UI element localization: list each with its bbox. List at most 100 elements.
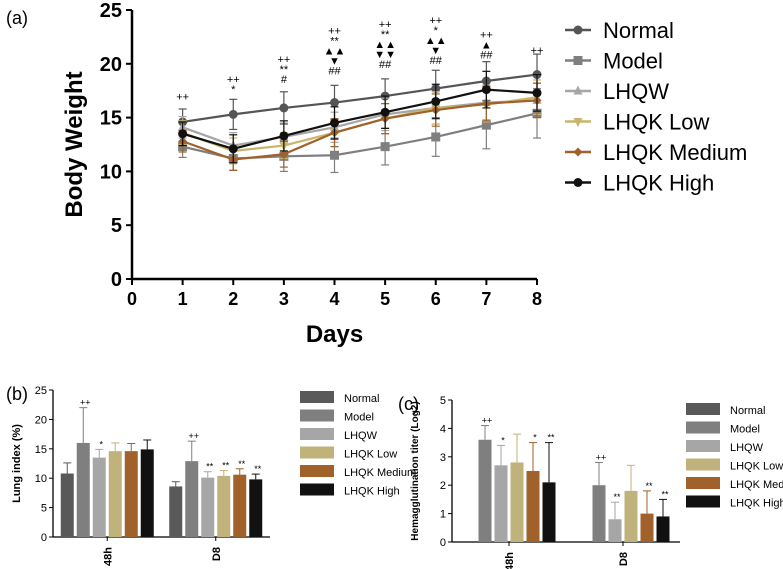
significance-label: ▲: [481, 39, 492, 51]
panel-c-chart: 0 1 2 3 4 5 Hemagglutination titer (Log2) 48h ++…: [410, 395, 783, 569]
bar: [592, 485, 606, 542]
series-line: [182, 73, 538, 123]
legend-label: Normal: [344, 393, 379, 405]
x-tick-label: 8: [532, 289, 542, 309]
legend-item: LHQK Medium: [565, 140, 747, 165]
significance-label: ▼: [430, 45, 441, 57]
data-point: [279, 149, 289, 159]
legend-item: Model: [686, 421, 760, 436]
legend-swatch: [686, 440, 720, 452]
significance-label: *: [434, 25, 439, 37]
y-axis-title: Lung index (%): [11, 424, 23, 503]
y-tick-label: 5: [41, 503, 47, 515]
legend-swatch: [300, 483, 334, 496]
significance-label: ##: [430, 55, 443, 67]
legend-item: LHQK Low: [686, 458, 783, 473]
y-tick-label: 20: [100, 54, 122, 76]
significance-label: ▲▲: [374, 39, 396, 51]
panel-b: (b) 0 5 10 15 20 25 Lung index (%) 48h ++ * D8 ++ **…: [6, 384, 416, 566]
legend-marker: [573, 56, 583, 65]
legend-swatch: [686, 477, 720, 489]
significance-label: **: [254, 464, 262, 474]
data-point: [178, 129, 188, 139]
bar: [217, 475, 231, 537]
legend-marker: [573, 147, 583, 157]
data-point: [481, 120, 491, 130]
x-tick-label: 5: [380, 289, 390, 309]
x-tick-label: 3: [279, 289, 289, 309]
bar: [140, 449, 154, 537]
bar: [542, 482, 556, 542]
bar: [108, 451, 122, 537]
x-tick-label: D8: [618, 552, 630, 566]
significance-label: *: [533, 433, 537, 443]
significance-label: **: [381, 29, 390, 41]
x-tick-label: 48h: [102, 547, 114, 566]
bar: [124, 451, 138, 537]
data-point: [380, 107, 390, 117]
x-tick-label: 48h: [504, 552, 516, 569]
legend-swatch: [300, 409, 334, 422]
y-axis-title: Body Weight: [61, 71, 88, 217]
legend-item: LHQK Medium: [686, 477, 783, 491]
bar: [185, 461, 199, 537]
significance-label: **: [206, 462, 214, 472]
significance-label: ++: [188, 431, 199, 441]
bar: [640, 513, 654, 542]
bar: [169, 486, 183, 537]
legend-label: Normal: [730, 405, 765, 417]
legend-label: LHQK Medium: [730, 479, 783, 491]
legend-label: LHQW: [730, 442, 764, 454]
legend-item: LHQK High: [300, 483, 400, 498]
significance-label: **: [613, 492, 621, 502]
y-tick-label: 5: [111, 215, 122, 237]
significance-label: ▼▼: [374, 49, 396, 61]
bar: [249, 479, 263, 537]
x-tick-label: 2: [228, 289, 238, 309]
legend-label: Model: [603, 49, 663, 74]
significance-label: *: [99, 439, 103, 449]
data-point: [481, 85, 491, 95]
bar: [201, 477, 215, 537]
bar: [76, 442, 90, 537]
legend-swatch: [300, 428, 334, 440]
legend-swatch: [686, 458, 720, 471]
legend-item: LHQK Low: [565, 110, 709, 135]
y-tick-label: 4: [440, 423, 446, 435]
legend-item: LHQW: [686, 440, 764, 454]
panel-a: (a) 0 5 10 15 20 25 0 1 2 3 4 5 6 7 8 Days Body Weight ++…: [6, 0, 747, 348]
legend-marker: [573, 25, 583, 35]
series-lhqk-high: [178, 70, 542, 164]
legend-item: LHQK High: [565, 171, 714, 196]
significance-label: ++: [176, 91, 189, 103]
x-tick-label: 0: [127, 289, 137, 309]
legend-item: LHQK Medium: [300, 465, 416, 479]
y-tick-label: 15: [100, 108, 122, 130]
data-point: [228, 109, 238, 119]
significance-label: ++: [596, 452, 607, 462]
y-tick-label: 25: [100, 0, 122, 22]
legend-label: LHQK Low: [730, 461, 783, 473]
x-axis-title: Days: [306, 321, 363, 348]
significance-label: ++: [379, 19, 392, 31]
significance-label: **: [222, 461, 230, 471]
significance-label: **: [238, 459, 246, 469]
legend-marker: [573, 85, 583, 95]
legend-marker: [573, 178, 583, 187]
significance-label: ++: [328, 26, 341, 38]
legend-label: Model: [344, 412, 374, 424]
panel-c-label: (c): [398, 394, 419, 414]
legend-swatch: [300, 446, 334, 459]
significance-label: ▲▲: [324, 46, 346, 58]
legend-swatch: [686, 495, 720, 508]
y-tick-label: 2: [440, 480, 446, 492]
data-point: [431, 132, 441, 142]
significance-label: ##: [480, 49, 493, 61]
data-point: [330, 118, 339, 128]
legend-swatch: [686, 403, 720, 415]
y-tick-label: 0: [111, 269, 122, 291]
bar: [624, 490, 638, 542]
bar: [92, 457, 106, 537]
data-point: [228, 144, 238, 154]
x-tick-label: 4: [329, 289, 339, 309]
